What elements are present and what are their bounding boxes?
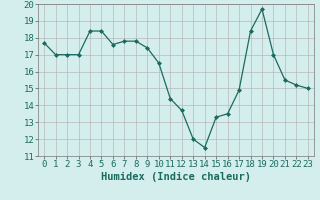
X-axis label: Humidex (Indice chaleur): Humidex (Indice chaleur) [101, 172, 251, 182]
